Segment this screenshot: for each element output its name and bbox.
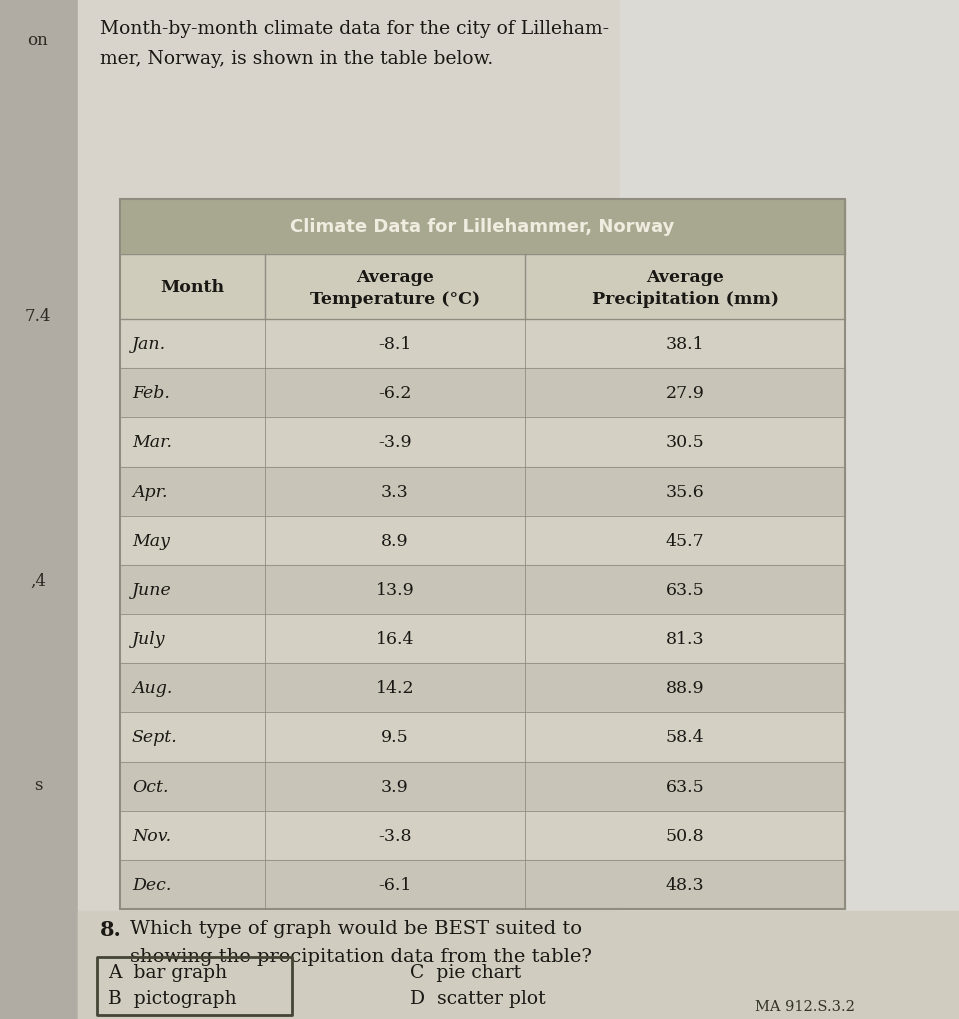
Bar xyxy=(120,369,845,418)
Text: 45.7: 45.7 xyxy=(666,532,704,549)
Text: Apr.: Apr. xyxy=(132,483,168,500)
Text: 48.3: 48.3 xyxy=(666,876,704,893)
Bar xyxy=(120,517,845,566)
Text: -6.2: -6.2 xyxy=(378,385,411,401)
Text: Precipitation (mm): Precipitation (mm) xyxy=(592,290,779,308)
Text: C  pie chart: C pie chart xyxy=(410,963,521,981)
Text: 38.1: 38.1 xyxy=(666,335,704,353)
Text: ,4: ,4 xyxy=(30,573,46,589)
Text: B  pictograph: B pictograph xyxy=(108,989,237,1007)
Text: 58.4: 58.4 xyxy=(666,729,704,746)
Text: MA 912.S.3.2: MA 912.S.3.2 xyxy=(755,999,855,1013)
Text: 88.9: 88.9 xyxy=(666,680,704,697)
Text: showing the precipitation data from the table?: showing the precipitation data from the … xyxy=(130,947,592,965)
Text: mer, Norway, is shown in the table below.: mer, Norway, is shown in the table below… xyxy=(100,50,493,68)
Text: Which type of graph would be BEST suited to: Which type of graph would be BEST suited… xyxy=(130,919,582,937)
Text: Month-by-month climate data for the city of Lilleham-: Month-by-month climate data for the city… xyxy=(100,20,609,38)
Text: D  scatter plot: D scatter plot xyxy=(410,989,546,1007)
Text: 8.9: 8.9 xyxy=(381,532,409,549)
Text: Sept.: Sept. xyxy=(132,729,177,746)
Bar xyxy=(0,0,78,1019)
Bar xyxy=(120,320,845,369)
Text: 63.5: 63.5 xyxy=(666,777,704,795)
Bar xyxy=(97,957,292,1015)
Text: Dec.: Dec. xyxy=(132,876,172,893)
Bar xyxy=(120,467,845,517)
Text: 7.4: 7.4 xyxy=(25,308,51,324)
Text: July: July xyxy=(132,631,166,647)
Bar xyxy=(120,663,845,712)
Text: 50.8: 50.8 xyxy=(666,827,704,844)
Text: Average: Average xyxy=(356,269,433,285)
Bar xyxy=(120,255,845,320)
Text: Nov.: Nov. xyxy=(132,827,171,844)
Text: 3.9: 3.9 xyxy=(381,777,409,795)
Text: Mar.: Mar. xyxy=(132,434,172,451)
Text: 8.: 8. xyxy=(100,919,122,940)
Text: -3.9: -3.9 xyxy=(378,434,411,451)
Text: Feb.: Feb. xyxy=(132,385,170,401)
Bar xyxy=(120,200,845,255)
Text: Temperature (°C): Temperature (°C) xyxy=(310,290,480,308)
Text: Month: Month xyxy=(160,279,224,296)
Text: May: May xyxy=(132,532,170,549)
Bar xyxy=(78,911,959,1019)
Text: 35.6: 35.6 xyxy=(666,483,704,500)
Text: -3.8: -3.8 xyxy=(378,827,411,844)
Text: 13.9: 13.9 xyxy=(376,582,414,598)
Text: 81.3: 81.3 xyxy=(666,631,704,647)
Text: -6.1: -6.1 xyxy=(378,876,411,893)
Bar xyxy=(120,200,845,909)
Text: A  bar graph: A bar graph xyxy=(108,963,227,981)
Bar xyxy=(120,418,845,467)
Text: June: June xyxy=(132,582,172,598)
Text: 14.2: 14.2 xyxy=(376,680,414,697)
Bar xyxy=(120,566,845,614)
Text: -8.1: -8.1 xyxy=(378,335,411,353)
Bar xyxy=(120,860,845,909)
Text: 16.4: 16.4 xyxy=(376,631,414,647)
Bar xyxy=(120,712,845,762)
Text: Oct.: Oct. xyxy=(132,777,169,795)
Bar xyxy=(120,614,845,663)
Text: Jan.: Jan. xyxy=(132,335,166,353)
Bar xyxy=(120,762,845,811)
Text: 3.3: 3.3 xyxy=(381,483,409,500)
Text: s: s xyxy=(34,776,42,793)
Bar xyxy=(620,0,959,1019)
Text: Climate Data for Lillehammer, Norway: Climate Data for Lillehammer, Norway xyxy=(291,218,675,236)
Bar xyxy=(120,811,845,860)
Text: Average: Average xyxy=(646,269,724,285)
Text: 27.9: 27.9 xyxy=(666,385,705,401)
Text: 63.5: 63.5 xyxy=(666,582,704,598)
Text: 30.5: 30.5 xyxy=(666,434,704,451)
Text: on: on xyxy=(28,33,48,49)
Text: Aug.: Aug. xyxy=(132,680,173,697)
Text: 9.5: 9.5 xyxy=(381,729,409,746)
